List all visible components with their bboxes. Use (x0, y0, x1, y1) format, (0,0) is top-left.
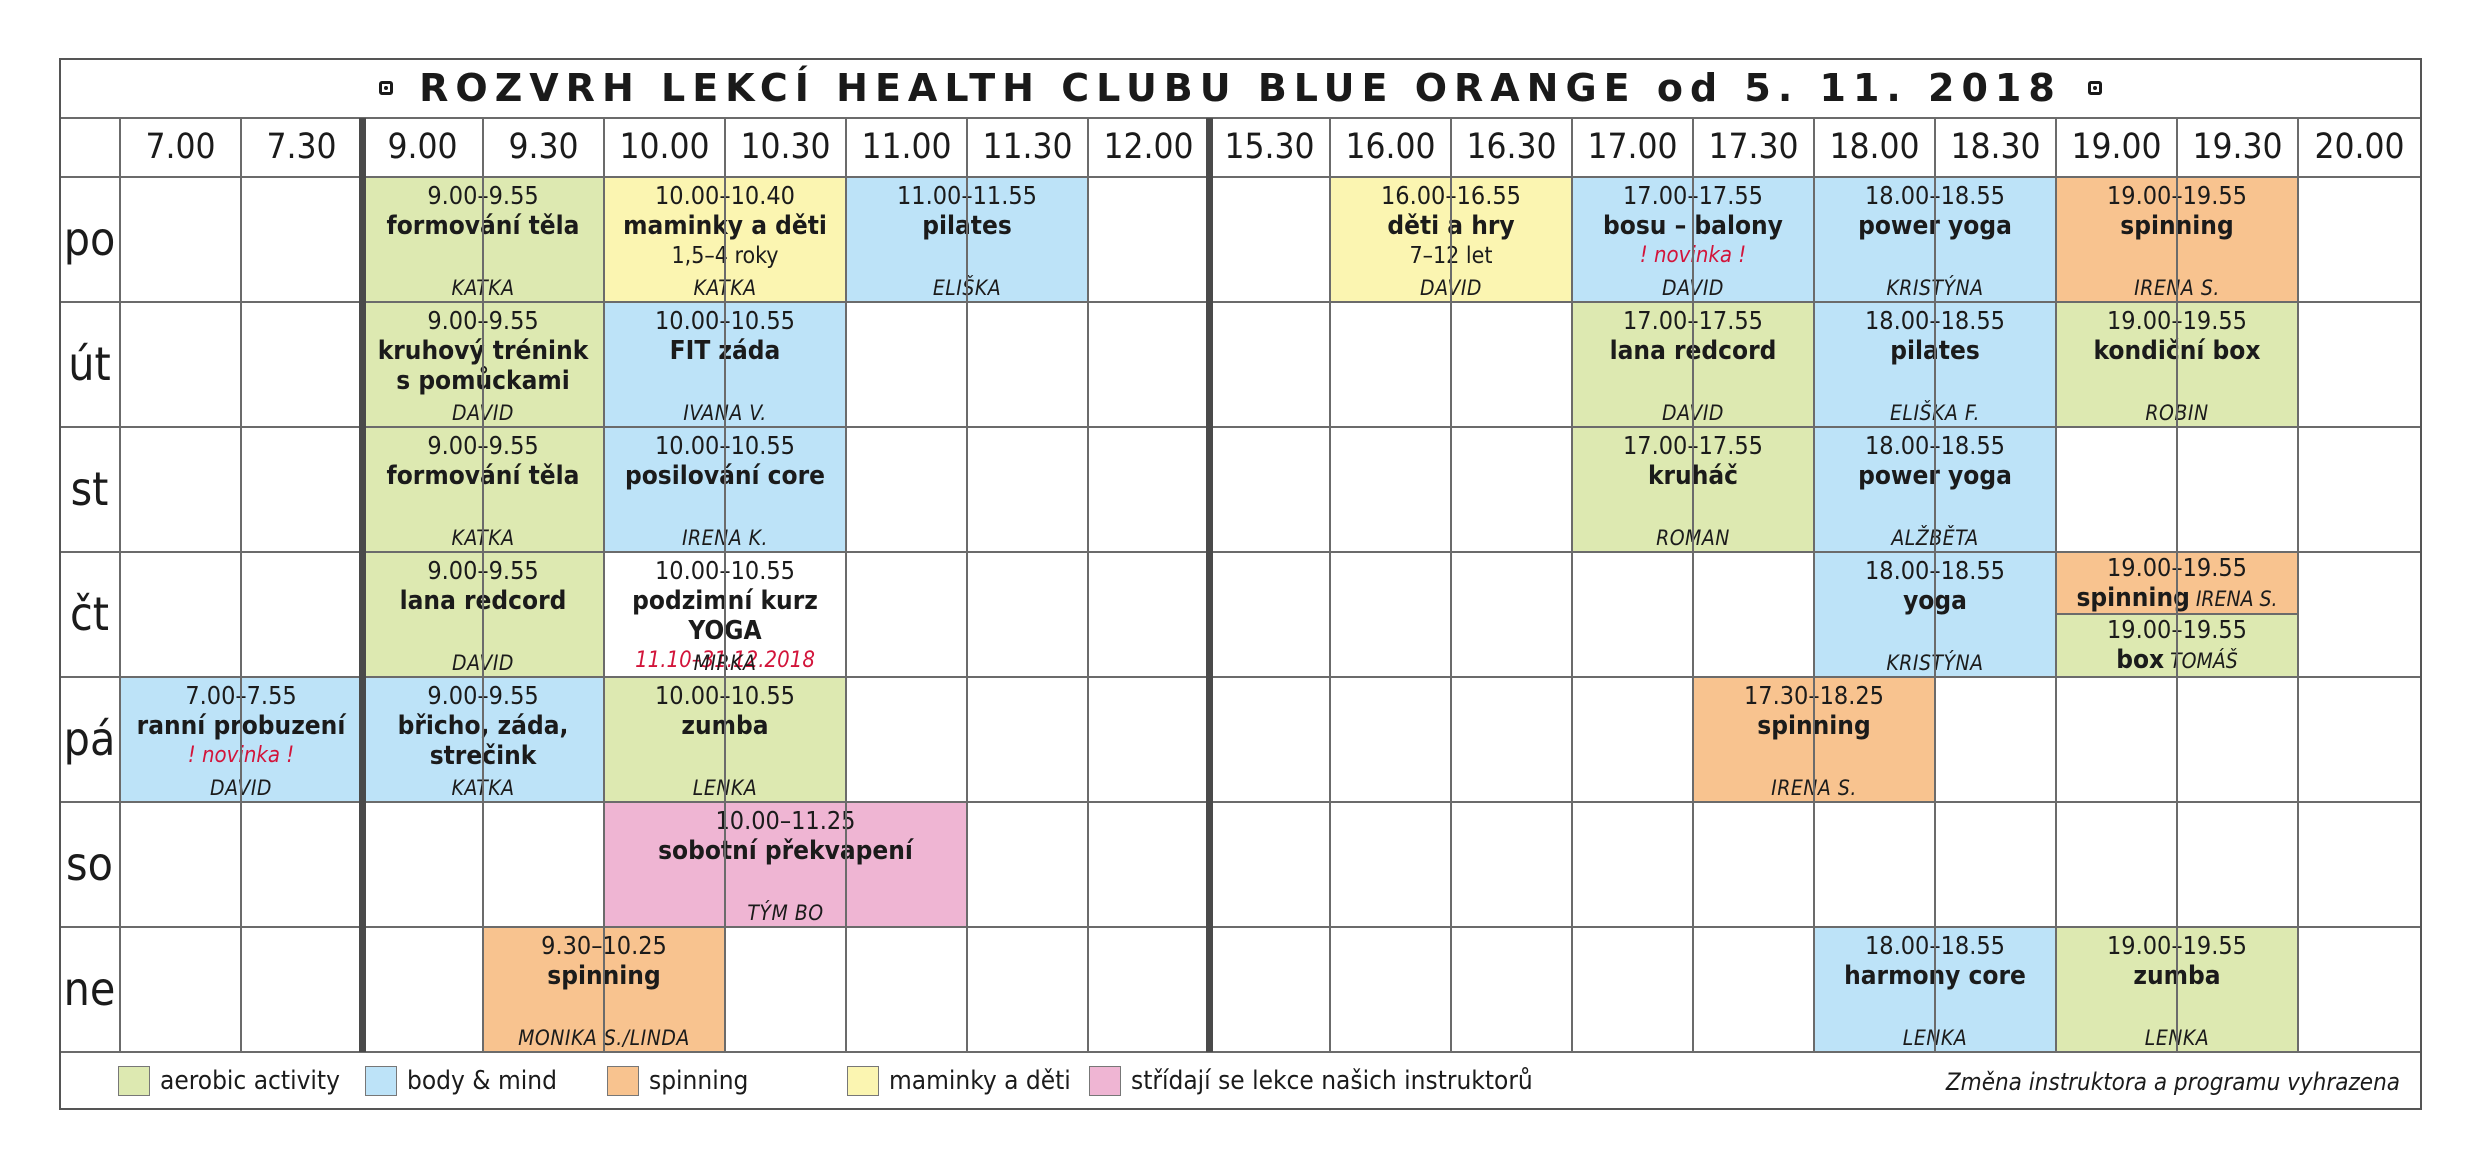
grid-column-line (1571, 118, 1573, 1052)
legend-swatch (1089, 1066, 1121, 1096)
grid-row-line (59, 117, 2421, 119)
legend-label: aerobic activity (160, 1066, 340, 1096)
lesson-name: sobotní překvapení (658, 836, 913, 866)
time-slot-label: 7.30 (266, 127, 337, 167)
legend-label: spinning (649, 1066, 749, 1096)
day-label: út (68, 337, 111, 391)
time-slot-label: 18.00 (1829, 127, 1920, 167)
lesson-name: box TOMÁŠ (2116, 645, 2238, 675)
grid-row-line (59, 301, 2421, 303)
legend-swatch (118, 1066, 150, 1096)
time-slot-label: 19.00 (2071, 127, 2162, 167)
grid-column-line (240, 118, 242, 1052)
time-gap-divider (1205, 118, 1213, 1052)
time-slot-label: 9.30 (508, 127, 579, 167)
day-label: pá (63, 712, 116, 766)
grid-column-line (1692, 118, 1694, 1052)
grid-column-line (1087, 118, 1089, 1052)
grid-row-line (59, 926, 2421, 928)
lesson-instructor: IRENA S. (2195, 587, 2278, 611)
day-label: čt (70, 587, 109, 641)
time-gap-divider (358, 118, 366, 1052)
day-label: po (63, 212, 116, 266)
legend-swatch (847, 1066, 879, 1096)
grid-column-line (482, 118, 484, 1052)
grid-column-line (1450, 118, 1452, 1052)
lesson-block[interactable]: 10.00–11.25 sobotní překvapení TÝM BO (604, 802, 967, 927)
time-slot-label: 7.00 (145, 127, 216, 167)
time-slot-label: 16.00 (1345, 127, 1436, 167)
time-slot-label: 12.00 (1103, 127, 1194, 167)
time-slot-label: 9.00 (387, 127, 458, 167)
grid-row-line (59, 551, 2421, 553)
legend-swatch (607, 1066, 639, 1096)
lesson-name: spinning IRENA S. (2076, 583, 2278, 613)
grid-row-line (59, 176, 2421, 178)
legend-label: maminky a děti (889, 1066, 1071, 1096)
legend-label: body & mind (407, 1066, 557, 1096)
grid-row-line (59, 676, 2421, 678)
grid-column-line (1934, 118, 1936, 1052)
time-slot-label: 17.00 (1587, 127, 1678, 167)
disclaimer-note: Změna instruktora a programu vyhrazena (1945, 1068, 2400, 1096)
time-slot-label: 18.30 (1950, 127, 2041, 167)
time-slot-label: 10.00 (619, 127, 710, 167)
grid-column-line (966, 118, 968, 1052)
bullet-icon (2087, 81, 2102, 95)
time-slot-label: 19.30 (2192, 127, 2283, 167)
grid-column-line (2055, 118, 2057, 1052)
lesson-instructor: TOMÁŠ (2170, 649, 2238, 673)
schedule-title: ROZVRH LEKCÍ HEALTH CLUBU BLUE ORANGE od… (59, 58, 2422, 118)
time-slot-label: 20.00 (2314, 127, 2405, 167)
grid-column-line (2176, 118, 2178, 1052)
grid-column-line (845, 118, 847, 1052)
bullet-icon (379, 81, 394, 95)
time-slot-label: 17.30 (1708, 127, 1799, 167)
grid-column-line (119, 118, 121, 1052)
grid-column-line (1813, 118, 1815, 1052)
legend-swatch (365, 1066, 397, 1096)
grid-column-line (603, 118, 605, 1052)
outer-frame (59, 58, 2422, 1110)
grid-row-line (59, 801, 2421, 803)
grid-column-line (724, 118, 726, 1052)
day-label: st (70, 462, 109, 516)
time-slot-label: 10.30 (740, 127, 831, 167)
grid-row-line (59, 1051, 2421, 1053)
day-label: so (66, 837, 113, 891)
time-slot-label: 15.30 (1224, 127, 1315, 167)
title-text: ROZVRH LEKCÍ HEALTH CLUBU BLUE ORANGE od… (419, 66, 2062, 110)
grid-column-line (1329, 118, 1331, 1052)
legend-label: střídají se lekce našich instruktorů (1131, 1066, 1533, 1096)
lesson-time: 10.00–11.25 (715, 806, 856, 835)
lesson-instructor: TÝM BO (747, 901, 824, 925)
time-slot-label: 11.00 (861, 127, 952, 167)
grid-row-line (59, 426, 2421, 428)
time-slot-label: 11.30 (982, 127, 1073, 167)
day-label: ne (63, 962, 116, 1016)
time-slot-label: 16.30 (1466, 127, 1557, 167)
grid-column-line (2297, 118, 2299, 1052)
